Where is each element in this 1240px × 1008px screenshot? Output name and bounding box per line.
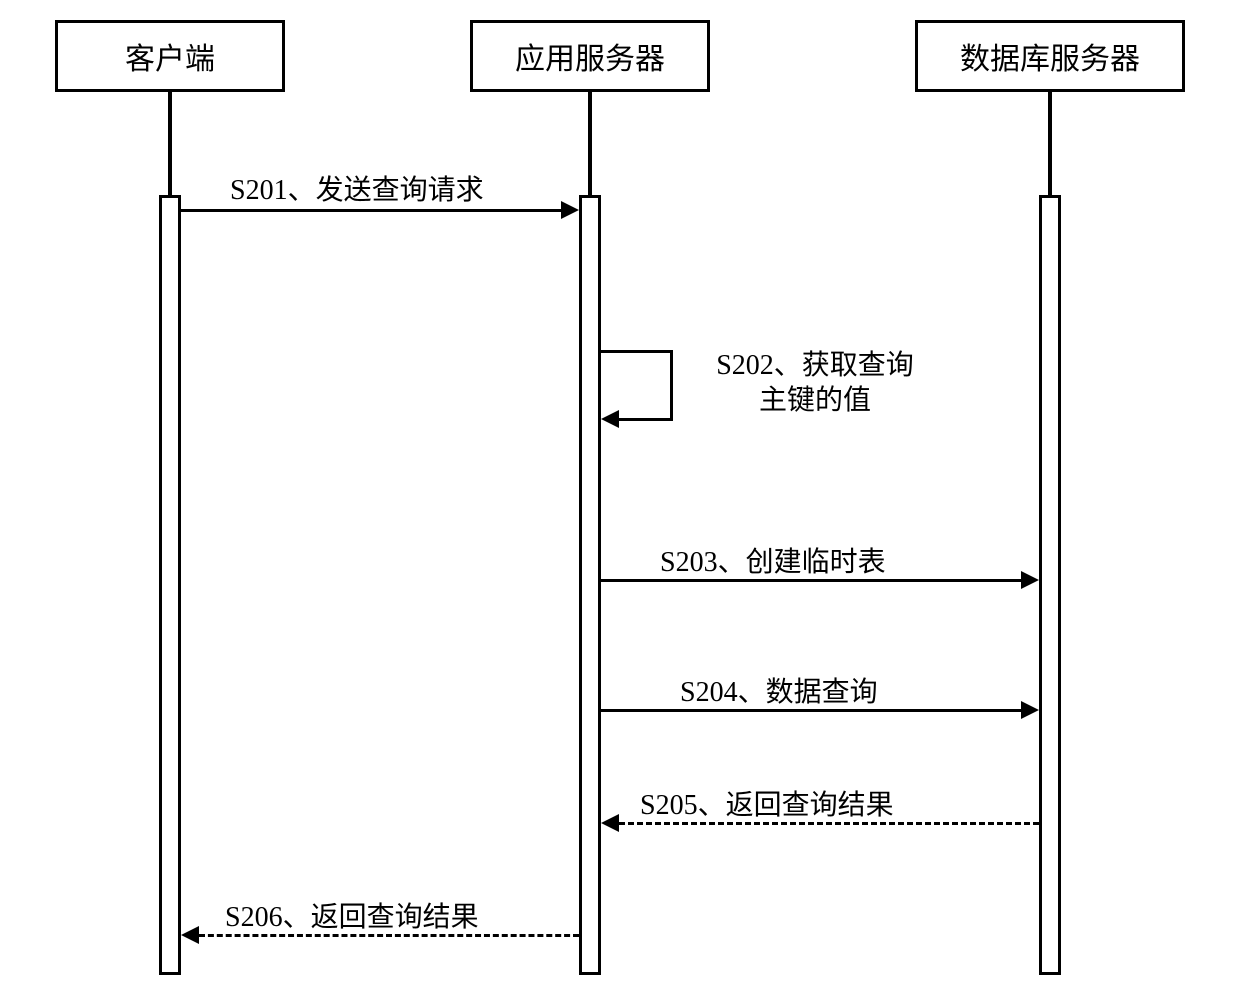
participant-client-label: 客户端 — [125, 34, 215, 78]
msg-s202-arrow — [601, 410, 619, 428]
msg-s205-label: S205、返回查询结果 — [640, 783, 894, 823]
msg-s202-label-l1: S202、获取查询 — [716, 350, 914, 381]
msg-s202-right — [670, 350, 673, 421]
msg-s201-arrow — [561, 201, 579, 219]
msg-s205-arrow — [601, 814, 619, 832]
msg-s204-label: S204、数据查询 — [680, 670, 878, 710]
sequence-diagram: 客户端 应用服务器 数据库服务器 S201、发送查询请求 S202、获取查询 主… — [0, 0, 1240, 1008]
lifeline-client — [168, 92, 172, 195]
participant-db-label: 数据库服务器 — [960, 34, 1140, 78]
msg-s202-bottom — [619, 418, 673, 421]
activation-client — [159, 195, 181, 975]
participant-app-label: 应用服务器 — [515, 34, 665, 78]
msg-s206-label: S206、返回查询结果 — [225, 895, 479, 935]
lifeline-app — [588, 92, 592, 195]
activation-app — [579, 195, 601, 975]
msg-s203-label: S203、创建临时表 — [660, 540, 886, 580]
msg-s201-label: S201、发送查询请求 — [230, 168, 484, 208]
lifeline-db — [1048, 92, 1052, 195]
participant-db: 数据库服务器 — [915, 20, 1185, 92]
msg-s204-arrow — [1021, 701, 1039, 719]
msg-s202-label-l2: 主键的值 — [759, 385, 871, 416]
msg-s202-label: S202、获取查询 主键的值 — [700, 348, 930, 418]
participant-client: 客户端 — [55, 20, 285, 92]
msg-s202-top — [601, 350, 673, 353]
msg-s203-arrow — [1021, 571, 1039, 589]
msg-s206-arrow — [181, 926, 199, 944]
participant-app: 应用服务器 — [470, 20, 710, 92]
msg-s201-line — [181, 209, 561, 212]
activation-db — [1039, 195, 1061, 975]
